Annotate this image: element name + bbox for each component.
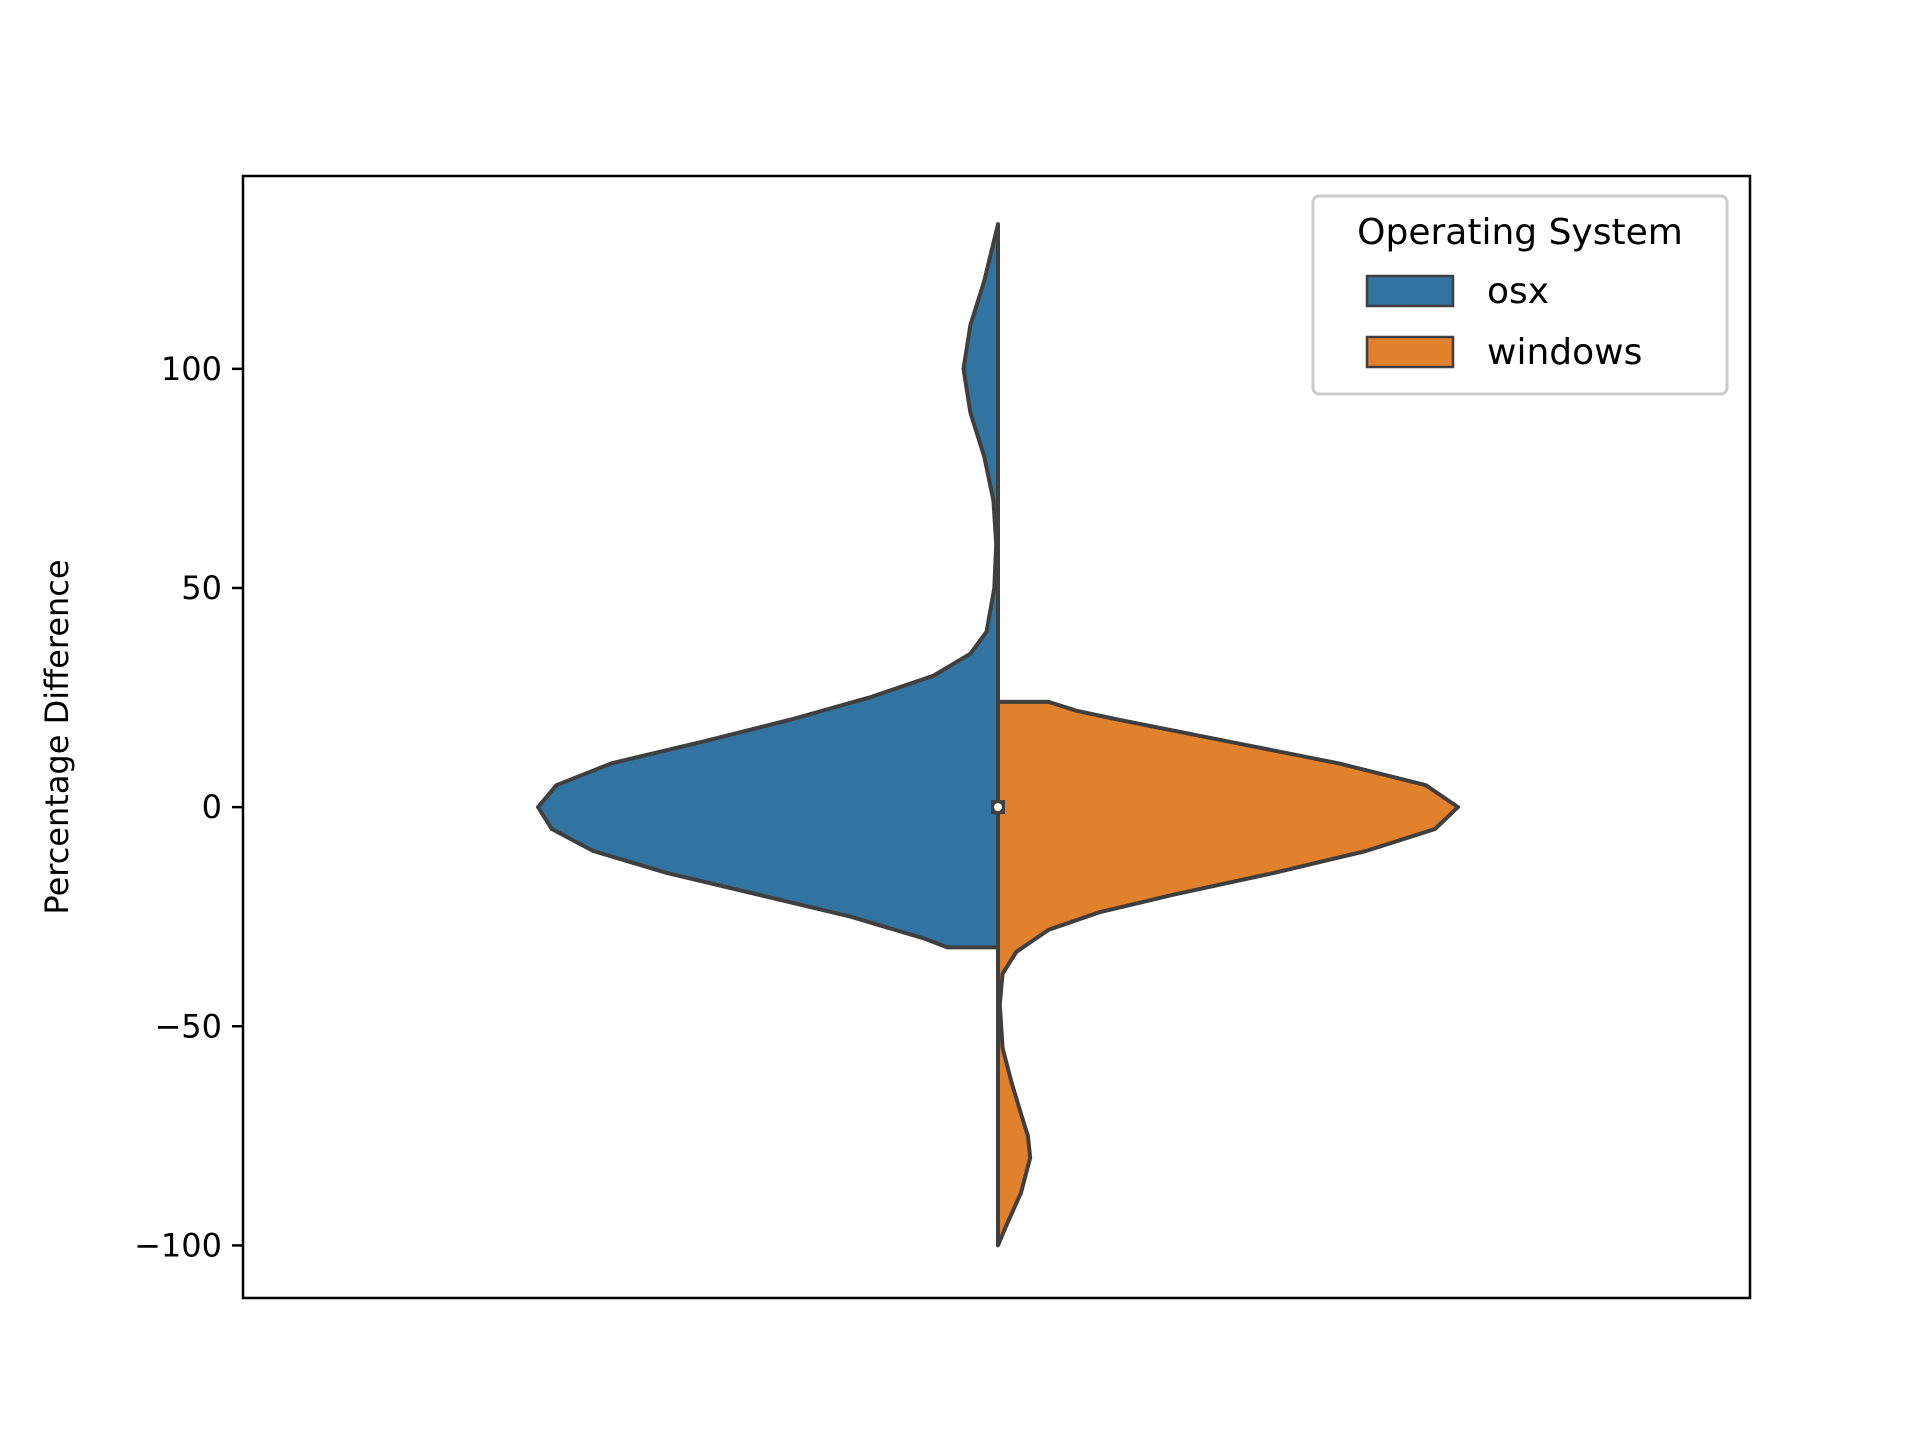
y-axis-label: Percentage Difference [38,559,76,914]
legend-entries: osx windows [1365,271,1642,373]
plot-area [536,222,1460,1248]
y-tick-label: 0 [202,788,222,826]
y-tick-label: −100 [134,1226,222,1264]
axes-frame [241,174,1752,1300]
legend: Operating System osx windows [1311,194,1729,396]
y-tick-label: 50 [181,569,222,607]
legend-swatch-osx [1365,274,1455,308]
y-tick-label: 100 [161,350,222,388]
legend-swatch-windows [1365,335,1455,369]
violin-half-windows [996,699,1460,1248]
legend-title: Operating System [1357,212,1683,253]
y-axis: −100 −50 0 50 100 [134,350,243,1264]
legend-label-windows: windows [1487,332,1642,373]
violin-half-osx [536,222,1000,950]
y-tick-label: −50 [154,1007,222,1045]
median-marker [994,803,1002,812]
legend-label-osx: osx [1487,271,1549,312]
